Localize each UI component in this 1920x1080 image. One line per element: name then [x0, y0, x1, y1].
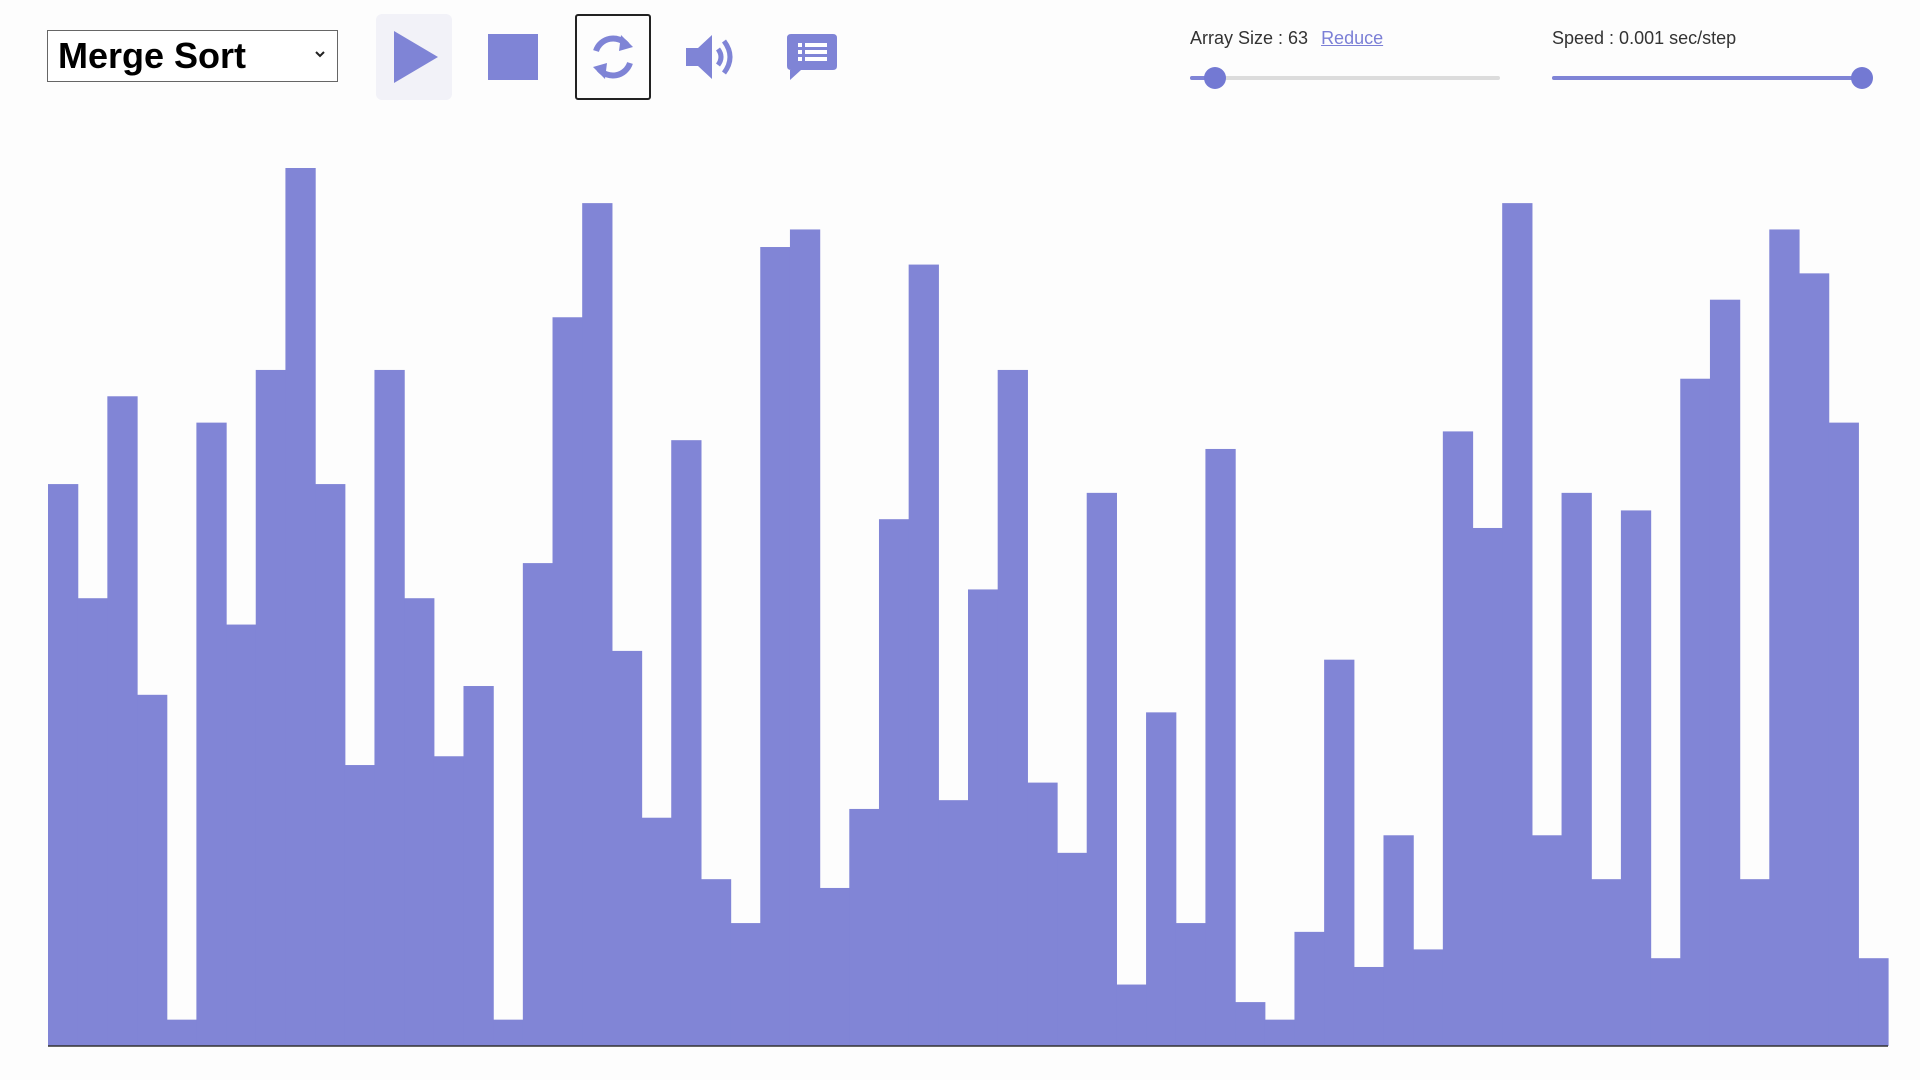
- message-list-icon: [787, 34, 837, 80]
- array-bar: [1591, 879, 1622, 1046]
- array-bar: [1709, 299, 1741, 1046]
- array-bar: [493, 1019, 524, 1046]
- array-bar: [315, 484, 346, 1047]
- speed-label: Speed : 0.001 sec/step: [1552, 28, 1737, 48]
- array-bar: [1502, 203, 1533, 1046]
- array-bar: [137, 694, 168, 1046]
- array-bar: [1620, 510, 1652, 1046]
- array-bar: [1472, 527, 1503, 1046]
- speed-slider-fill: [1552, 76, 1862, 80]
- play-button[interactable]: [376, 14, 452, 100]
- array-bar: [1561, 492, 1592, 1046]
- reduce-link[interactable]: Reduce: [1321, 28, 1384, 48]
- array-bar: [166, 1019, 197, 1046]
- array-bar: [671, 440, 702, 1046]
- stop-button[interactable]: [475, 14, 551, 100]
- array-bar: [255, 369, 287, 1046]
- reset-array-button[interactable]: [575, 14, 651, 100]
- array-bar: [404, 598, 435, 1046]
- array-bar: [700, 879, 732, 1046]
- array-bar: [1413, 949, 1444, 1046]
- array-bar: [1680, 378, 1711, 1047]
- array-bar: [1383, 835, 1414, 1046]
- array-bar: [1442, 431, 1474, 1046]
- array-bar: [1235, 1002, 1266, 1046]
- array-bar: [344, 765, 376, 1046]
- array-bar: [522, 563, 554, 1046]
- array-bar: [1086, 492, 1117, 1046]
- array-bar: [997, 369, 1028, 1046]
- array-bar: [1146, 712, 1177, 1046]
- array-bar: [582, 203, 613, 1046]
- play-icon: [394, 31, 438, 83]
- array-bar: [285, 168, 316, 1046]
- algorithm-select-value: Merge Sort: [58, 35, 247, 76]
- log-button[interactable]: [774, 14, 850, 100]
- array-bar: [611, 650, 643, 1046]
- array-bar: [48, 484, 79, 1047]
- array-bar: [760, 247, 791, 1046]
- array-bar: [552, 317, 583, 1046]
- speed-slider-thumb[interactable]: [1851, 67, 1873, 89]
- chevron-down-icon: [315, 51, 325, 58]
- array-bar: [374, 369, 405, 1046]
- array-bar: [433, 756, 465, 1046]
- array-bar: [730, 923, 761, 1046]
- array-bar: [226, 624, 257, 1046]
- array-bar: [1116, 984, 1147, 1046]
- array-bar: [1324, 659, 1355, 1046]
- array-bar: [463, 686, 494, 1046]
- array-bar: [107, 396, 138, 1046]
- array-bar: [1769, 229, 1800, 1046]
- array-bar: [819, 887, 850, 1046]
- array-bar: [938, 800, 969, 1046]
- array-bar: [196, 422, 227, 1046]
- array-bar: [968, 589, 999, 1046]
- array-bar: [1175, 923, 1207, 1046]
- sound-toggle-button[interactable]: [674, 14, 750, 100]
- array-bar: [908, 264, 939, 1047]
- array-bar: [1650, 958, 1681, 1046]
- array-bar: [641, 817, 672, 1046]
- speed-slider[interactable]: [1552, 67, 1873, 89]
- array-size-label: Array Size : 63: [1190, 28, 1309, 48]
- refresh-icon: [593, 35, 633, 79]
- array-size-slider-thumb[interactable]: [1203, 67, 1226, 89]
- array-bar: [1264, 1019, 1296, 1046]
- array-bar: [789, 229, 821, 1046]
- array-bar: [77, 598, 108, 1046]
- array-bar: [1531, 835, 1563, 1046]
- array-size-slider[interactable]: [1190, 67, 1500, 89]
- toolbar: Merge Sort: [0, 0, 1920, 110]
- algorithm-select[interactable]: Merge Sort: [47, 30, 338, 82]
- array-bar: [1828, 422, 1859, 1046]
- speed-control: Speed : 0.001 sec/step: [1552, 28, 1873, 89]
- array-bar: [1798, 273, 1830, 1046]
- array-bar: [878, 519, 910, 1046]
- array-bar: [1858, 958, 1889, 1046]
- array-bar: [1205, 448, 1236, 1047]
- speaker-icon: [686, 35, 733, 79]
- array-size-control: Array Size : 63 Reduce: [1190, 28, 1502, 89]
- array-bar: [1027, 782, 1058, 1046]
- array-bar: [1057, 852, 1088, 1046]
- stop-icon: [488, 34, 538, 80]
- array-size-slider-fill: [1190, 76, 1215, 80]
- array-bar: [1353, 966, 1385, 1046]
- array-bar: [1294, 931, 1325, 1046]
- array-bar: [1739, 879, 1770, 1046]
- array-bar: [849, 808, 880, 1046]
